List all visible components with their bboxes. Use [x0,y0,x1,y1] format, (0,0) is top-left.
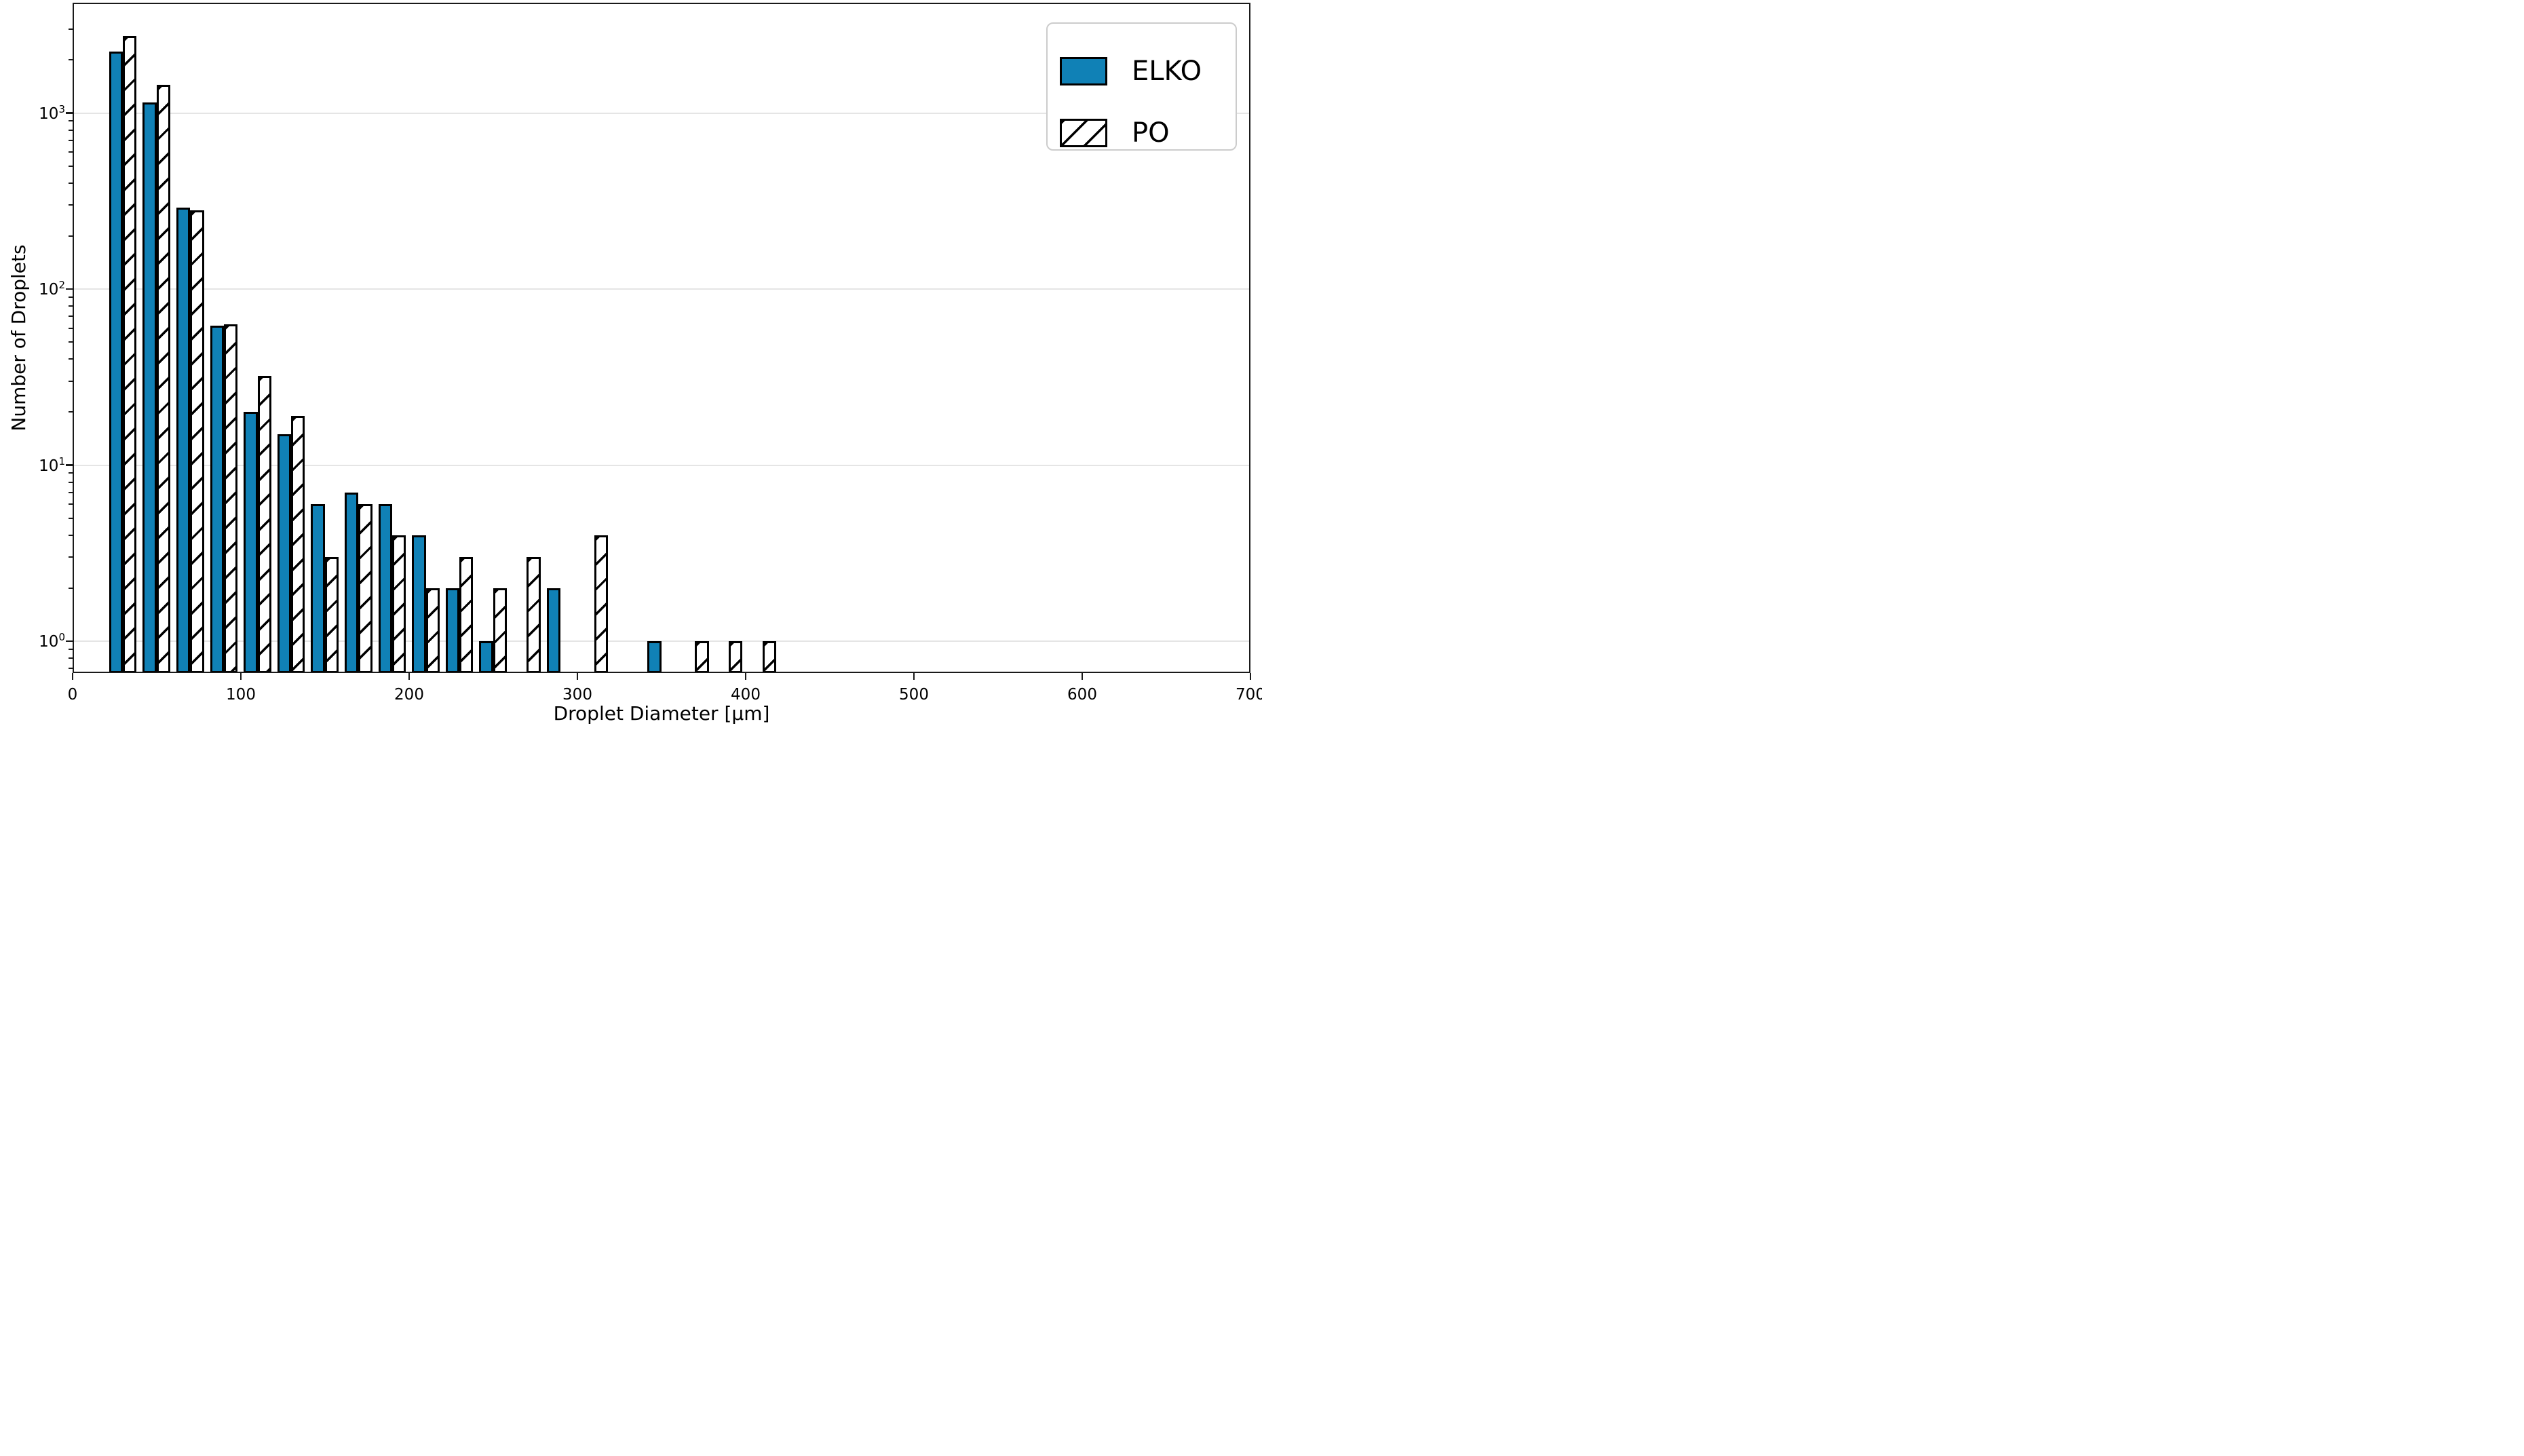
y-minor-tick [69,517,73,519]
bar-po-bin-160 [358,504,372,673]
bar-elko-bin-240 [479,641,493,673]
x-major-tick [744,673,747,680]
y-minor-tick [69,327,73,329]
bar-elko-bin-60 [176,208,191,673]
y-minor-tick [69,503,73,505]
x-major-tick [1081,673,1084,680]
x-tick-label: 700 [1236,686,1262,704]
y-gridline [73,288,1250,290]
y-minor-tick [69,305,73,307]
y-gridline [73,464,1250,466]
bar-elko-bin-280 [546,588,560,673]
y-minor-tick [69,204,73,206]
x-major-tick [408,673,410,680]
y-tick-label: 100 [39,631,65,651]
y-tick-label: 103 [39,102,65,123]
y-minor-tick [69,358,73,360]
y-axis-label: Number of Droplets [7,244,30,432]
y-minor-tick [69,165,73,167]
y-gridline [73,640,1250,642]
y-minor-tick [69,139,73,141]
y-minor-tick [69,587,73,589]
x-tick-label: 0 [67,686,78,704]
x-tick-label: 400 [731,686,761,704]
legend-swatch-po [1060,119,1107,147]
y-minor-tick [69,534,73,536]
y-minor-tick [69,648,73,650]
y-gridline [73,112,1250,114]
legend-label-elko: ELKO [1132,56,1202,87]
bar-elko-bin-200 [412,535,426,673]
x-tick-label: 500 [899,686,929,704]
legend-item-elko: ELKO [1060,56,1202,87]
y-minor-tick [69,491,73,493]
bar-elko-bin-40 [142,102,157,673]
legend-label-po: PO [1132,117,1170,149]
y-minor-tick [69,472,73,474]
bar-po-bin-240 [493,588,508,673]
legend: ELKO PO [1046,22,1237,151]
bar-elko-bin-220 [445,588,460,673]
y-minor-tick [69,59,73,61]
y-minor-tick [69,657,73,659]
bar-po-bin-60 [190,210,204,673]
x-tick-label: 600 [1067,686,1097,704]
bar-po-bin-400 [762,641,776,673]
y-major-tick [66,288,73,290]
bar-po-bin-360 [695,641,709,673]
y-minor-tick [69,151,73,153]
y-minor-tick [69,182,73,184]
y-minor-tick [69,296,73,298]
y-major-tick [66,464,73,466]
bar-elko-bin-100 [244,412,258,673]
y-minor-tick [69,411,73,413]
bar-elko-bin-80 [210,325,224,673]
legend-item-po: PO [1060,117,1170,149]
bar-elko-bin-20 [109,52,123,673]
y-minor-tick [69,315,73,318]
x-major-tick [1249,673,1252,680]
x-major-tick [240,673,242,680]
y-minor-tick [69,28,73,30]
y-minor-tick [69,556,73,558]
bar-po-bin-220 [459,557,474,673]
bar-po-bin-20 [123,36,137,673]
y-minor-tick [69,380,73,382]
bar-po-bin-40 [156,84,171,673]
bar-elko-bin-340 [647,641,662,673]
x-major-tick [576,673,579,680]
bar-elko-bin-180 [378,504,392,673]
x-axis-label: Droplet Diameter [μm] [553,702,770,725]
y-minor-tick [69,481,73,483]
bar-po-bin-180 [391,535,406,673]
bar-po-bin-120 [291,416,305,673]
x-tick-label: 300 [562,686,592,704]
x-major-tick [71,673,74,680]
y-minor-tick [69,235,73,237]
y-tick-label: 102 [39,279,65,299]
x-tick-label: 200 [394,686,424,704]
bar-po-bin-380 [728,641,743,673]
y-minor-tick [69,120,73,122]
bar-elko-bin-140 [311,504,325,673]
bar-po-bin-100 [257,376,271,673]
y-major-tick [66,640,73,643]
y-minor-tick [69,129,73,131]
y-major-tick [66,112,73,114]
legend-swatch-elko [1060,57,1107,85]
x-major-tick [913,673,915,680]
y-tick-label: 101 [39,455,65,475]
histogram-figure: Number of Droplets 100 101 102 103 0 100 200 30… [0,0,1262,728]
bar-po-bin-140 [324,557,339,673]
bar-po-bin-80 [223,324,238,673]
bar-elko-bin-160 [345,492,359,673]
bar-elko-bin-120 [277,434,292,673]
y-minor-tick [69,668,73,670]
x-tick-label: 100 [226,686,256,704]
y-minor-tick [69,341,73,343]
bar-po-bin-300 [594,535,608,673]
bar-po-bin-200 [425,588,440,673]
bar-po-bin-260 [527,557,541,673]
